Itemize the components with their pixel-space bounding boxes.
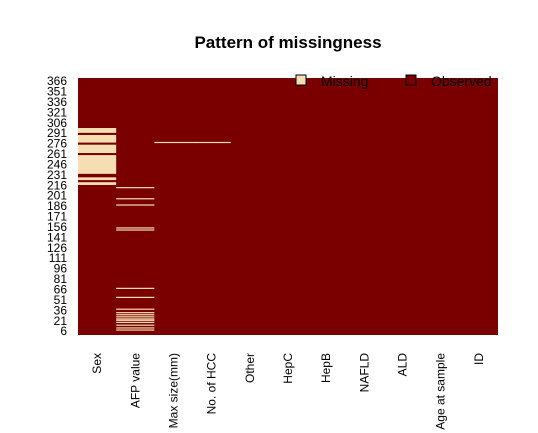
y-tick-label: 36 <box>54 303 68 317</box>
y-tick-label: 351 <box>47 85 67 99</box>
legend-swatch <box>295 74 307 86</box>
x-tick-label: Other <box>243 353 257 383</box>
y-tick-label: 96 <box>54 262 68 276</box>
y-tick-label: 276 <box>47 137 67 151</box>
missing-cell <box>116 308 155 310</box>
legend-label: Observed <box>431 73 492 89</box>
missing-cell <box>116 198 155 200</box>
y-tick-label: 246 <box>47 157 67 171</box>
x-tick-label: Sex <box>90 353 104 374</box>
y-tick-label: 201 <box>47 189 67 203</box>
y-tick-label: 186 <box>47 199 67 213</box>
y-tick-label: 366 <box>47 74 67 88</box>
x-axis: Sex AFP value Max size(mm) No. of HCC Other H… <box>90 353 486 430</box>
missing-cell <box>116 316 155 318</box>
y-tick-label: 321 <box>47 105 67 119</box>
heatmap-plot-area <box>78 78 498 335</box>
missing-cell <box>192 141 231 144</box>
legend-label: Missing <box>321 73 368 89</box>
missing-cell <box>116 329 155 331</box>
missing-cell <box>116 287 155 289</box>
x-tick-label: NAFLD <box>357 353 371 393</box>
y-tick-label: 66 <box>54 283 68 297</box>
missing-cell <box>116 314 155 316</box>
y-axis: 3663513363213062912762612462312162011861… <box>47 74 67 338</box>
x-tick-label: ID <box>472 353 486 365</box>
missing-cell <box>116 229 155 231</box>
missing-cell <box>116 327 155 329</box>
missing-cell <box>78 128 117 133</box>
legend-swatch <box>405 74 417 86</box>
observed-background <box>78 78 498 335</box>
missing-cell <box>78 182 117 185</box>
missing-cell <box>116 312 155 314</box>
x-tick-label: Max size(mm) <box>166 353 180 428</box>
x-tick-label: No. of HCC <box>205 353 219 415</box>
x-tick-label: Age at sample <box>434 353 448 430</box>
missing-cell <box>116 296 155 298</box>
missing-cell <box>116 321 155 324</box>
x-tick-label: HepB <box>319 353 333 383</box>
missing-cell <box>116 324 155 326</box>
y-tick-label: 306 <box>47 116 67 130</box>
legend: Missing Observed <box>295 73 492 89</box>
y-tick-label: 261 <box>47 147 67 161</box>
y-tick-label: 216 <box>47 178 67 192</box>
y-tick-label: 51 <box>54 293 68 307</box>
y-tick-label: 21 <box>54 314 68 328</box>
missing-cell <box>116 227 155 229</box>
y-tick-label: 141 <box>47 230 67 244</box>
y-tick-label: 126 <box>47 241 67 255</box>
y-tick-label: 336 <box>47 95 67 109</box>
missing-cell <box>78 144 117 154</box>
missing-cell <box>78 177 117 181</box>
missing-cell <box>154 141 193 144</box>
y-tick-label: 81 <box>54 272 68 286</box>
y-tick-label: 291 <box>47 126 67 140</box>
y-tick-label: 156 <box>47 220 67 234</box>
y-tick-label: 6 <box>60 324 67 338</box>
x-tick-label: HepC <box>281 353 295 384</box>
x-tick-label: AFP value <box>128 353 142 408</box>
missing-cell <box>78 155 117 174</box>
missing-cell <box>116 319 155 321</box>
y-tick-label: 231 <box>47 168 67 182</box>
missing-cell <box>78 134 117 143</box>
missing-cell <box>116 204 155 206</box>
chart-title: Pattern of missingness <box>194 33 381 52</box>
missing-cell <box>116 187 155 189</box>
missing-cell <box>116 318 155 320</box>
x-tick-label: ALD <box>396 353 410 377</box>
y-tick-label: 171 <box>47 210 67 224</box>
y-tick-label: 111 <box>49 251 68 265</box>
